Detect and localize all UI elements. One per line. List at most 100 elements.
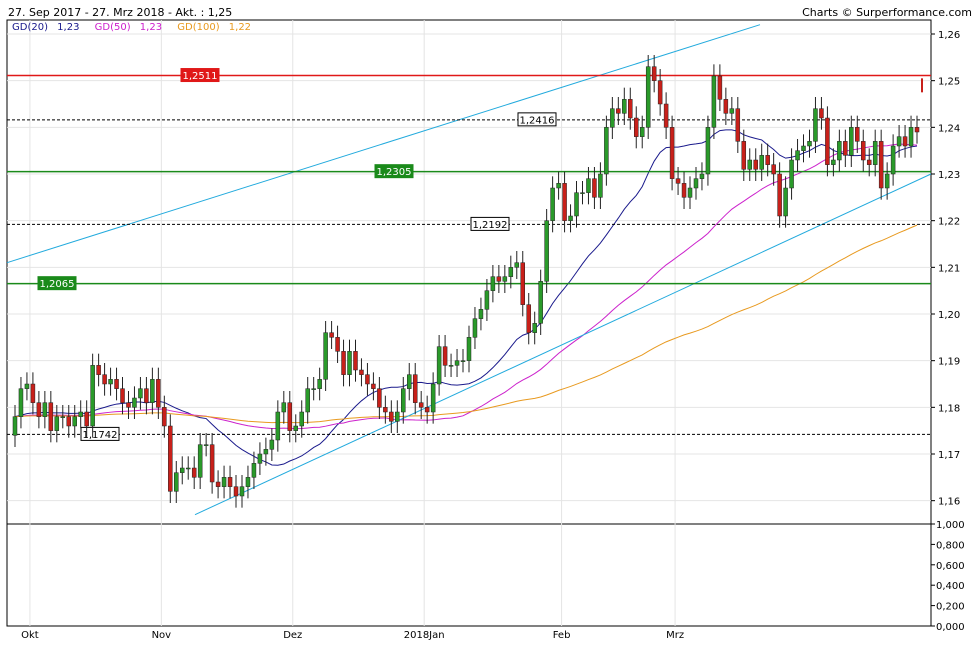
candle-body — [896, 136, 902, 147]
candle-body — [795, 150, 800, 161]
candle-body — [699, 173, 705, 179]
candle-body — [263, 449, 269, 455]
candle-body — [634, 117, 639, 137]
candle-body — [269, 439, 275, 450]
candle-body — [890, 145, 896, 175]
candle-body — [395, 411, 400, 422]
candle-body — [323, 332, 328, 380]
x-tick-label: Mrz — [666, 630, 684, 641]
candle-body — [837, 141, 842, 161]
candle-body — [843, 141, 848, 156]
candle-body — [102, 374, 107, 385]
legend-gd50: GD(50) 1,23 — [95, 22, 172, 33]
candle-body — [663, 103, 669, 128]
candle-body — [490, 276, 496, 291]
candle-body — [789, 159, 794, 189]
y-tick-label: 1,26 — [938, 30, 960, 41]
candle-body — [185, 467, 191, 470]
candle-body — [197, 444, 203, 478]
candle-body — [914, 127, 920, 133]
candle-body — [825, 117, 830, 165]
candle-body — [693, 178, 699, 189]
candle-body — [30, 383, 36, 403]
y-axis: 1,16 1,17 1,18 1,19 1,20 1,21 1,22 1,23 1,24 1,25… — [931, 30, 965, 633]
candle-body — [281, 402, 287, 413]
candle-body — [466, 337, 472, 361]
y-tick-label: 1,18 — [938, 403, 960, 414]
candle-body — [908, 127, 914, 147]
candle-body — [454, 360, 460, 366]
y-tick-label: 1,20 — [938, 310, 960, 321]
candle-body — [299, 411, 304, 427]
candle-body — [556, 183, 561, 189]
candle-body — [681, 183, 687, 198]
candle-body — [329, 332, 334, 338]
candle-body — [305, 388, 310, 413]
channel-upper-line — [6, 24, 761, 264]
candle-body — [221, 477, 227, 487]
candle-body — [717, 75, 723, 100]
candle-body — [275, 411, 281, 441]
candle-body — [657, 80, 663, 105]
candle-body — [60, 416, 66, 418]
legend: GD(20) 1,23 GD(50) 1,23 GD(100) 1,22 — [12, 22, 263, 33]
legend-gd100-label: GD(100) — [177, 22, 220, 33]
candle-body — [526, 304, 531, 333]
candle-body — [383, 407, 388, 413]
level-label: 1,1742 — [83, 430, 118, 441]
candle-body — [42, 402, 48, 417]
candle-body — [484, 290, 490, 310]
candle-body — [335, 337, 340, 352]
x-tick-label: 2018Jan — [404, 630, 445, 641]
candle-body — [227, 477, 233, 487]
moving-average-line — [14, 129, 918, 466]
candle-body — [239, 486, 245, 497]
candle-body — [191, 467, 197, 478]
candle-body — [365, 374, 370, 385]
candle-body — [651, 66, 657, 81]
legend-gd20: GD(20) 1,23 — [12, 22, 89, 33]
candle-body — [628, 99, 633, 119]
candle-body — [669, 127, 675, 179]
y-tick-label: 1,17 — [938, 450, 960, 461]
x-tick-label: Dez — [283, 630, 302, 641]
candle-body — [389, 411, 394, 422]
price-panel — [6, 19, 932, 525]
candle-body — [84, 411, 89, 427]
candle-body — [514, 262, 520, 268]
candle-body — [478, 309, 484, 319]
candle-body — [48, 402, 54, 431]
grid — [7, 20, 931, 626]
candle-body — [12, 416, 18, 436]
candle-body — [580, 192, 585, 194]
candle-body — [442, 346, 448, 366]
candle-body — [90, 365, 95, 427]
candle-body — [508, 267, 514, 277]
level-label-box — [374, 164, 414, 179]
candle-body — [610, 108, 615, 128]
candle-body — [460, 360, 466, 362]
candle-body — [855, 127, 860, 142]
level-label-box — [180, 68, 220, 83]
legend-gd20-label: GD(20) — [12, 22, 48, 33]
y-tick-label: 1,25 — [938, 77, 960, 88]
candle-body — [687, 187, 693, 198]
level-label: 1,2305 — [377, 167, 412, 178]
candle-body — [562, 183, 567, 221]
candle-body — [813, 108, 818, 142]
candle-body — [418, 402, 424, 408]
chart-credit: Charts © Surperformance.com — [802, 6, 972, 19]
horizontal-levels: 1,2511 1,2416 1,2305 1,2192 1,2065 1,1742 — [7, 68, 931, 441]
candle-body — [807, 141, 812, 147]
level-label: 1,2065 — [40, 279, 75, 290]
candle-body — [616, 108, 621, 114]
candle-body — [233, 486, 239, 497]
candle-body — [293, 425, 298, 431]
level-label: 1,2192 — [473, 220, 508, 231]
candle-body — [538, 281, 543, 324]
candle-body — [747, 159, 752, 170]
y-tick-label: 1,23 — [938, 170, 960, 181]
chart-title: 27. Sep 2017 - 27. Mrz 2018 - Akt. : 1,2… — [8, 6, 233, 19]
candle-body — [251, 463, 257, 478]
